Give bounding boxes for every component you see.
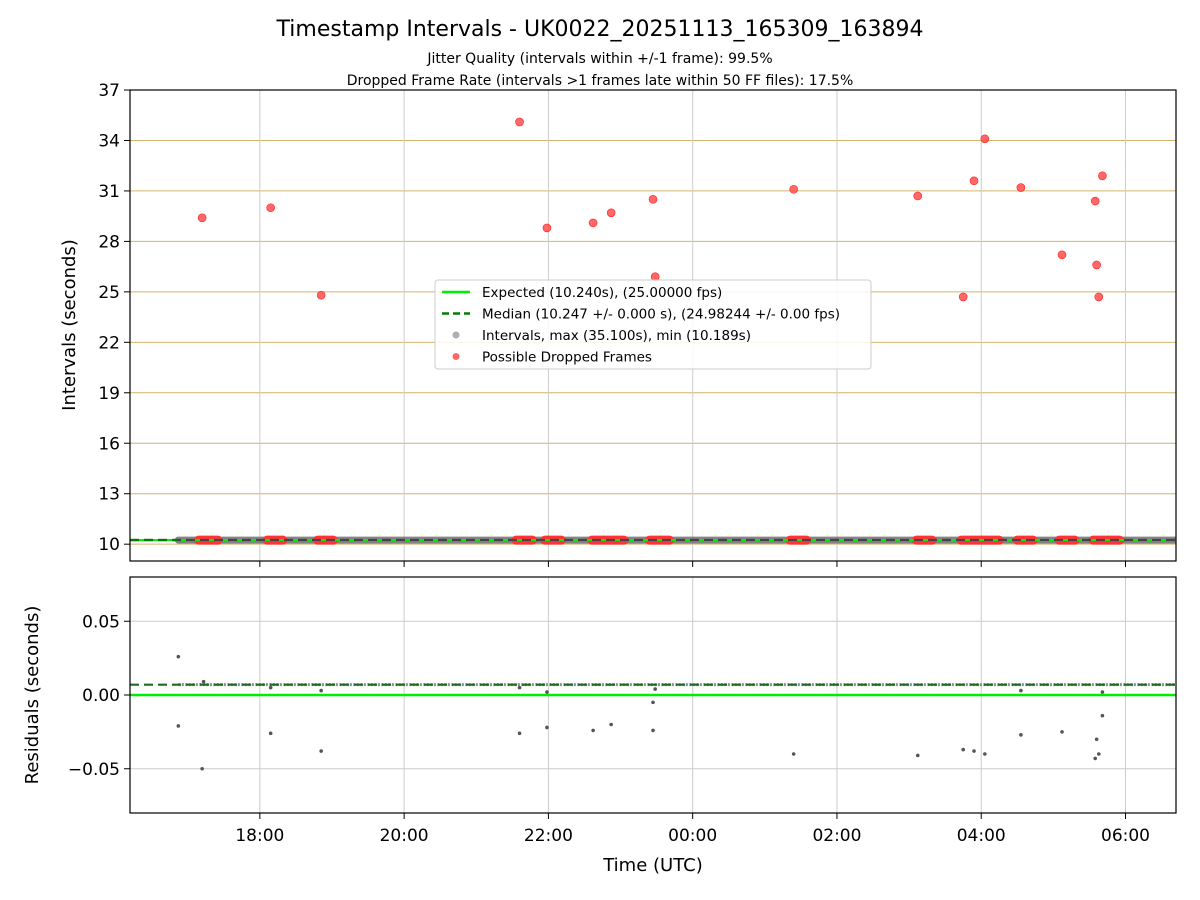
intervals-axes-frame — [129, 89, 1177, 562]
residual-point — [319, 688, 323, 693]
dropped-frame-point — [958, 292, 968, 302]
x-tick-label: 06:00 — [1101, 826, 1150, 846]
residual-point — [651, 700, 655, 705]
dropped-frame-point — [588, 218, 598, 228]
dropped-frame-point — [515, 117, 524, 127]
residuals-y-tick-label: −0.05 — [68, 760, 120, 780]
legend-label: Expected (10.240s), (25.00000 fps) — [482, 285, 722, 301]
legend-label: Median (10.247 +/- 0.000 s), (24.98244 +… — [482, 307, 840, 323]
legend: Expected (10.240s), (25.00000 fps) Median… — [434, 279, 872, 370]
intervals-y-tick-label: 31 — [98, 182, 120, 202]
residual-point — [201, 679, 206, 684]
intervals-y-tick-label: 10 — [98, 535, 120, 555]
residual-point — [983, 752, 987, 756]
residual-point — [791, 752, 796, 756]
intervals-plot-area — [130, 117, 1176, 545]
dropped-frame-point — [606, 208, 616, 218]
intervals-panel: 10 13 16 19 22 25 28 31 34 37 Intervals (seconds)… — [59, 81, 1177, 567]
intervals-ticks: 10 13 16 19 22 25 28 31 34 37 — [98, 81, 1127, 567]
residual-point — [1100, 713, 1105, 718]
intervals-y-tick-label: 34 — [98, 131, 120, 151]
residual-point — [1019, 733, 1023, 737]
intervals-y-axis-label: Intervals (seconds) — [59, 239, 80, 411]
residual-point — [176, 654, 181, 659]
residual-point — [1094, 737, 1099, 742]
dropped-frame-point — [1094, 292, 1104, 302]
dropped-frame-point — [266, 203, 275, 213]
residuals-ticks: −0.05 0.00 0.05 18:00 20:00 22:00 00:00 02:00 04… — [68, 612, 1150, 846]
dropped-frame-point — [316, 290, 326, 300]
legend-swatch-dropped — [452, 353, 460, 360]
intervals-y-tick-label: 22 — [98, 333, 120, 353]
residual-point — [1093, 756, 1098, 761]
x-tick-label: 20:00 — [380, 826, 429, 846]
residuals-panel: −0.05 0.00 0.05 18:00 20:00 22:00 00:00 02:00 04… — [22, 576, 1177, 876]
dropped-frame-point — [1090, 196, 1100, 206]
x-tick-label: 00:00 — [668, 826, 717, 846]
intervals-y-tick-label: 25 — [98, 283, 120, 303]
residual-point — [651, 728, 655, 733]
dropped-frame-point — [648, 195, 658, 204]
dropped-frame-point — [542, 223, 552, 233]
x-axis-label: Time (UTC) — [602, 855, 703, 876]
residual-point — [1100, 690, 1105, 694]
x-tick-label: 04:00 — [957, 826, 1006, 846]
intervals-y-tick-label: 19 — [98, 384, 120, 404]
x-tick-label: 02:00 — [812, 826, 861, 846]
dropped-frame-point — [1098, 171, 1107, 181]
residual-point — [1019, 688, 1023, 693]
chart-subtitle-jitter: Jitter Quality (intervals within +/-1 fr… — [426, 51, 772, 67]
intervals-y-tick-label: 16 — [98, 434, 120, 454]
legend-label: Possible Dropped Frames — [482, 350, 652, 366]
intervals-y-tick-label: 28 — [98, 232, 120, 252]
dropped-frame-point — [789, 184, 798, 194]
residual-point — [609, 722, 613, 727]
dropped-frame-point — [1057, 250, 1067, 260]
residual-point — [517, 685, 522, 690]
x-tick-label: 18:00 — [235, 826, 284, 846]
residual-point — [1060, 730, 1064, 734]
residual-point — [1097, 752, 1101, 756]
residuals-plot-area — [130, 654, 1176, 771]
residual-point — [176, 724, 181, 728]
intervals-y-tick-label: 37 — [98, 81, 120, 101]
residual-point — [961, 747, 965, 752]
x-tick-label: 22:00 — [524, 826, 573, 846]
legend-label: Intervals, max (35.100s), min (10.189s) — [482, 328, 751, 344]
residual-point — [545, 725, 549, 730]
residual-point — [972, 749, 976, 753]
chart-title: Timestamp Intervals - UK0022_20251113_16… — [276, 17, 924, 42]
residuals-y-tick-label: 0.00 — [82, 686, 120, 706]
dropped-frame-point — [1016, 183, 1026, 192]
residual-point — [591, 728, 595, 733]
chart-subtitle-dropped: Dropped Frame Rate (intervals >1 frames … — [347, 73, 854, 89]
residual-point — [268, 685, 273, 690]
residual-point — [200, 766, 204, 771]
residuals-y-tick-label: 0.05 — [82, 612, 120, 632]
dropped-frame-point — [913, 191, 923, 201]
residual-point — [517, 731, 522, 736]
residuals-y-axis-label: Residuals (seconds) — [22, 606, 43, 785]
residual-point — [653, 687, 657, 691]
dropped-frame-point — [980, 134, 990, 144]
legend-swatch-intervals — [452, 331, 460, 339]
residual-point — [915, 753, 920, 758]
residual-point — [319, 749, 323, 753]
dropped-frame-point — [1092, 260, 1101, 270]
residual-point — [545, 690, 549, 694]
legend-box — [434, 279, 872, 370]
intervals-y-tick-label: 13 — [98, 485, 120, 505]
dropped-frame-point — [969, 176, 979, 186]
dropped-frame-point — [197, 213, 207, 223]
residual-point — [268, 731, 273, 736]
